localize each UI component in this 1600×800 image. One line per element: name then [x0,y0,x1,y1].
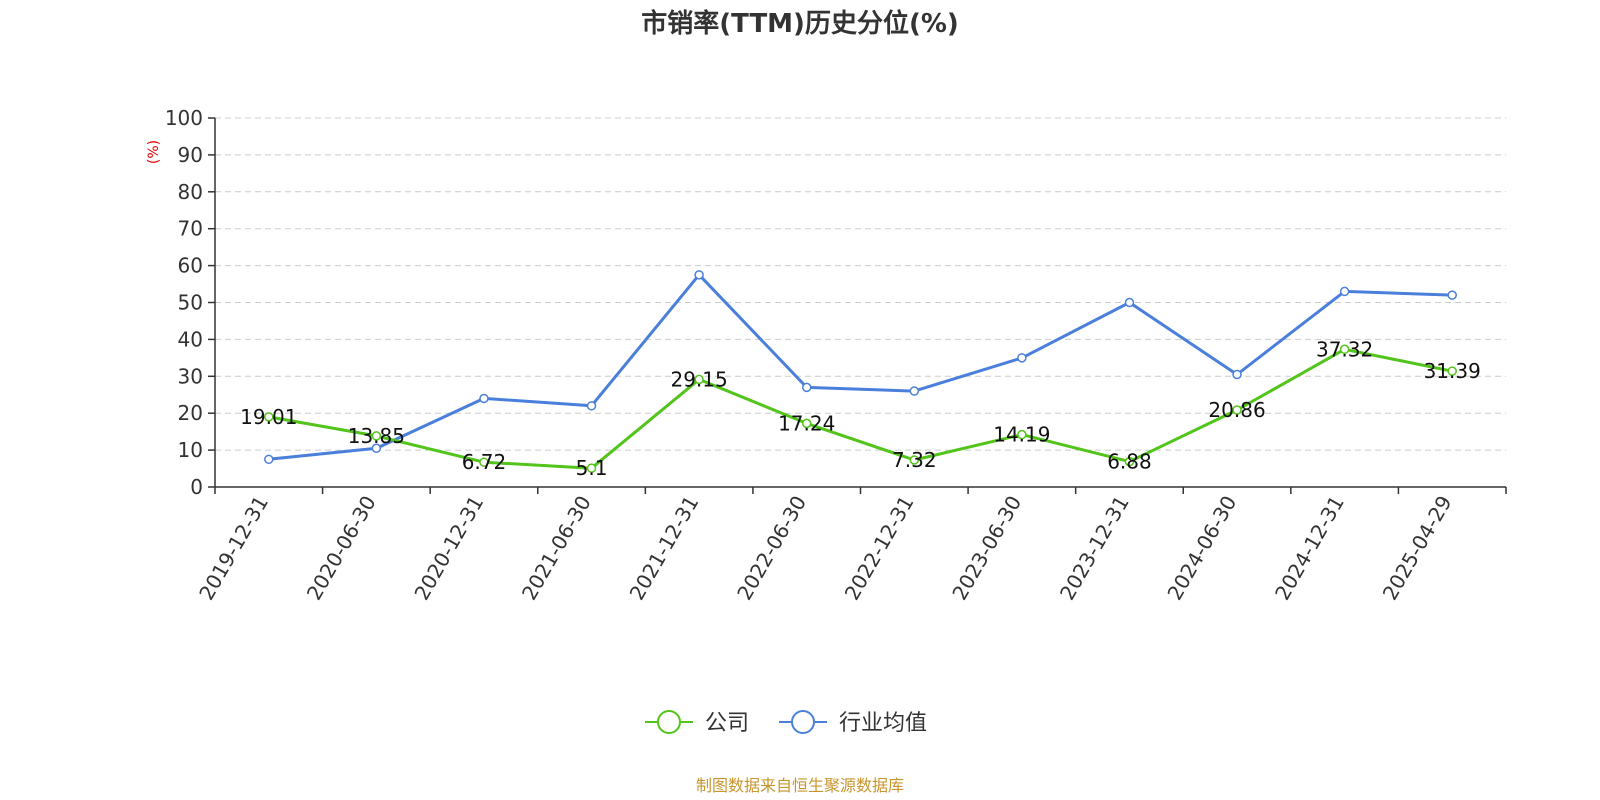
data-point[interactable] [909,386,920,396]
data-label: 7.32 [892,448,937,472]
x-tick-label: 2024-06-30 [1162,492,1241,605]
y-tick-label: 50 [178,291,203,315]
legend-label: 行业均值 [839,711,927,736]
y-tick-label: 40 [178,327,203,351]
data-point[interactable] [1339,286,1350,297]
data-labels: 19.01 13.85 6.72 5.1 29.15 17.24 7.32 14.19 6.88… [240,337,1481,480]
x-tick-label: 2019-12-31 [194,492,273,605]
data-point[interactable] [1124,456,1135,467]
data-point[interactable] [264,454,274,465]
legend-label: 公司 [705,711,749,736]
x-tick-label: 2023-06-30 [947,492,1026,605]
series-line [268,347,1453,470]
x-tick-label: 2020-12-31 [409,492,488,605]
data-point[interactable] [264,412,274,422]
data-label: 19.01 [240,405,297,429]
data-label: 20.86 [1208,398,1265,422]
data-label: 6.72 [462,450,507,474]
y-tick-label: 30 [178,364,203,388]
data-point[interactable] [801,418,812,429]
data-label: 29.15 [670,367,727,391]
data-label: 6.88 [1107,450,1152,474]
legend[interactable]: 公司 行业均值 [645,710,927,736]
series-line [268,273,1453,461]
data-point[interactable] [1017,429,1027,440]
data-label: 37.32 [1316,337,1373,361]
legend-item-0[interactable]: 公司 [645,710,749,736]
legend-marker [791,710,815,734]
x-tick-label: 2022-12-31 [840,492,919,605]
series-lines [264,270,1457,473]
y-axis-label: (%) [146,140,162,164]
y-tick-label: 80 [178,180,203,204]
data-point[interactable] [694,270,704,280]
axes: 0 10 20 30 40 50 60 70 80 90 100 2019-12-31 2020-06-… [165,106,1507,605]
data-point[interactable] [1447,290,1457,300]
data-point[interactable] [1232,405,1242,415]
data-point[interactable] [801,382,812,393]
data-point[interactable] [1232,369,1242,380]
x-tick-label: 2020-06-30 [302,492,381,605]
data-point[interactable] [694,374,704,385]
series-0 [264,344,1457,473]
data-point[interactable] [1339,344,1350,355]
data-point[interactable] [1447,366,1457,376]
data-label: 14.19 [993,423,1050,447]
x-tick-label: 2021-12-31 [625,492,704,605]
x-tick-label: 2023-12-31 [1055,492,1134,605]
data-point[interactable] [586,401,597,411]
x-tick-label: 2025-04-29 [1378,492,1457,605]
legend-marker [657,710,681,734]
source-note: 制图数据来自恒生聚源数据库 [696,776,904,795]
x-tick-label: 2024-12-31 [1270,492,1349,605]
data-point[interactable] [371,443,382,454]
x-tick-label: 2021-06-30 [517,492,596,605]
x-tick-label: 2022-06-30 [732,492,811,605]
y-tick-label: 70 [178,217,203,241]
y-tick-label: 20 [178,401,203,425]
data-label: 31.39 [1424,359,1481,383]
data-point[interactable] [479,393,489,404]
grid-lines [215,117,1506,451]
legend-item-1[interactable]: 行业均值 [779,710,927,736]
data-point[interactable] [1124,297,1135,308]
y-tick-label: 100 [165,106,203,130]
data-label: 17.24 [778,411,835,435]
chart-title: 市销率(TTM)历史分位(%) [641,8,959,39]
data-point[interactable] [1017,353,1027,363]
y-tick-label: 0 [190,475,203,499]
data-point[interactable] [479,457,489,467]
data-point[interactable] [371,431,382,441]
y-tick-label: 10 [178,438,203,462]
data-label: 13.85 [348,424,405,448]
series-1 [264,270,1457,465]
data-label: 5.1 [576,456,608,480]
data-point[interactable] [586,463,597,473]
y-tick-label: 60 [178,254,203,278]
y-tick-label: 90 [178,143,203,167]
data-point[interactable] [909,455,920,465]
